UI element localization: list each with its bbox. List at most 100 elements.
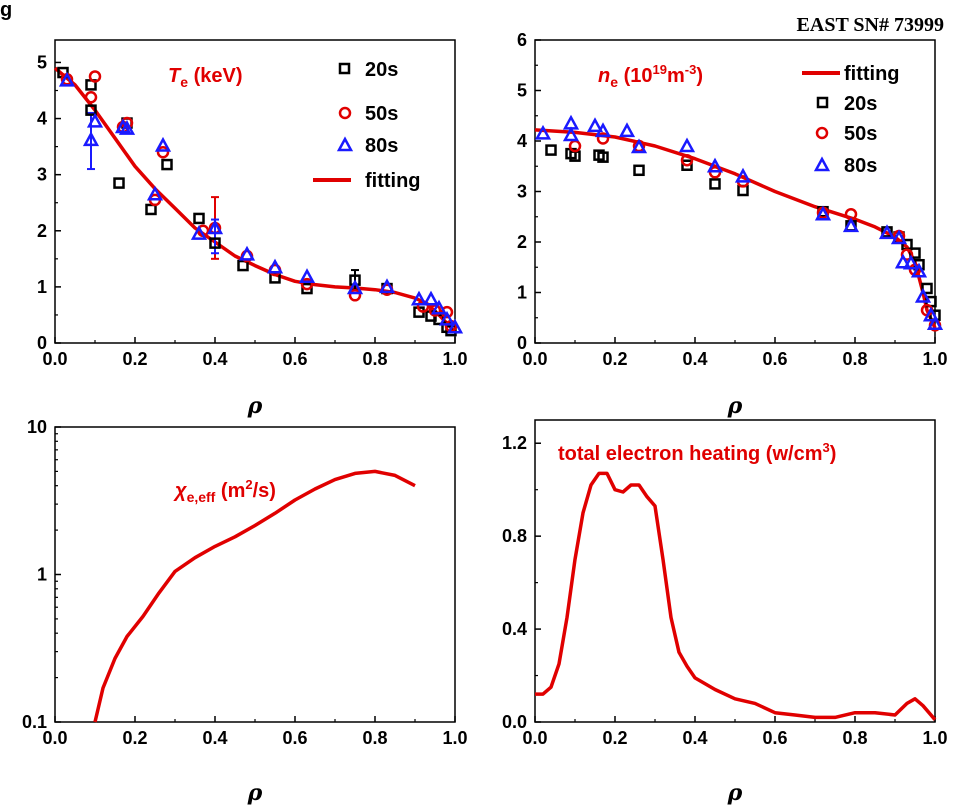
te-point-80s (82, 131, 100, 147)
ne-point-80s (618, 122, 636, 138)
ne-xtick-label: 0.6 (762, 349, 787, 369)
chi-xtick-label: 1.0 (442, 728, 467, 748)
heat-xaxis-label: ρ (727, 780, 743, 806)
chi-xtick-label: 0.0 (42, 728, 67, 748)
figure-corner-label: g (0, 0, 12, 21)
ne-xtick-label: 0.0 (522, 349, 547, 369)
te-xtick-label: 0.8 (362, 349, 387, 369)
ne-point-80s (630, 138, 648, 154)
chi-ytick-label: 1 (37, 565, 47, 585)
shot-number-header: EAST SN# 73999 (797, 14, 944, 36)
te-point-20s (349, 274, 361, 286)
chi-ytick-label: 0.1 (22, 712, 47, 732)
ne-title-symbol: n (598, 65, 610, 87)
te-xaxis-label: ρ (247, 393, 263, 419)
ne-xtick-label: 1.0 (922, 349, 947, 369)
chi-title-close: /s) (253, 480, 276, 502)
heat-title-sup: 3 (822, 440, 829, 455)
te-ytick-label: 3 (37, 165, 47, 185)
te-point-80s (58, 71, 76, 87)
ne-point-80s (910, 262, 928, 278)
heat-ytick-label: 1.2 (502, 433, 527, 453)
ne-point-80s (594, 122, 612, 138)
te-legend-label-fitting: fitting (365, 170, 421, 192)
ne-point-80s (534, 124, 552, 140)
ne-title-sub: e (610, 74, 618, 90)
ne-point-80s (562, 126, 580, 142)
te-point-80s (118, 120, 136, 135)
heat-title: total electron heating (w/cm3) (558, 440, 836, 465)
panel-te: 0.0 0.2 0.4 0.6 0.8 1.0 0 1 2 3 4 5 Te (keV) 20s 50… (37, 39, 468, 419)
ne-xtick-label: 0.4 (682, 349, 707, 369)
chi-xaxis-label: ρ (247, 780, 263, 806)
te-legend-label-50s: 50s (365, 103, 398, 125)
heat-fit-line (535, 471, 937, 721)
ne-point-80s (926, 315, 944, 331)
ne-point-20s (633, 164, 645, 177)
ne-point-20s (545, 144, 557, 156)
ne-point-80s (842, 217, 860, 233)
te-legend-marker-20s (338, 62, 351, 75)
chi-title-sup: 2 (245, 477, 252, 492)
ne-point-50s (900, 248, 914, 261)
ne-ytick-label: 4 (517, 131, 527, 151)
ne-point-80s (562, 114, 580, 130)
te-point-80s (422, 290, 440, 306)
heat-title-text: total electron heating (w/cm (558, 443, 822, 465)
heat-xtick-label: 0.2 (602, 728, 627, 748)
ne-point-80s (894, 253, 912, 269)
te-ytick-label: 0 (37, 333, 47, 353)
chi-title-sub: e,eff (187, 489, 216, 505)
ne-point-20s (909, 247, 921, 259)
te-point-80s (346, 279, 364, 295)
te-point-50s (84, 90, 98, 104)
heat-xtick-label: 0.0 (522, 728, 547, 748)
ne-ytick-label: 6 (517, 30, 527, 50)
te-legend-marker-80s (336, 136, 354, 152)
te-point-20s (237, 259, 249, 272)
ne-xaxis-label: ρ (727, 393, 743, 419)
te-title-sub: e (180, 74, 188, 90)
te-point-20s (209, 237, 221, 249)
te-point-80s (446, 318, 464, 334)
heat-title-close: ) (830, 443, 837, 465)
ne-point-20s (681, 159, 693, 171)
ne-title-close: ) (696, 65, 703, 87)
ne-xtick-label: 0.8 (842, 349, 867, 369)
ne-title-unit2: m (667, 65, 685, 87)
te-point-50s (300, 277, 314, 291)
ne-axes-frame (534, 39, 936, 344)
ne-legend: fitting 20s 50s 80s (802, 63, 900, 177)
ne-legend-label-50s: 50s (844, 123, 877, 145)
ne-ytick-label: 0 (517, 333, 527, 353)
heat-xtick-label: 0.6 (762, 728, 787, 748)
te-point-80s (430, 299, 448, 315)
ne-point-20s (921, 282, 933, 295)
ne-point-80s (922, 306, 940, 322)
te-ytick-label: 5 (37, 52, 47, 72)
ne-point-80s (734, 167, 752, 183)
ne-point-80s (902, 254, 920, 270)
ne-ytick-label: 3 (517, 182, 527, 202)
te-point-80s (190, 224, 208, 240)
te-point-50s (156, 145, 170, 159)
ne-point-20s (709, 178, 721, 190)
te-title: Te (keV) (168, 65, 242, 90)
te-xtick-label: 1.0 (442, 349, 467, 369)
te-point-20s (161, 158, 173, 171)
ne-point-80s (586, 117, 604, 133)
chi-title-unit: (m (215, 480, 245, 502)
ne-legend-label-fitting: fitting (844, 63, 900, 85)
te-plot-area: 0.0 0.2 0.4 0.6 0.8 1.0 0 1 2 3 4 5 (37, 39, 468, 369)
ne-legend-marker-20s (816, 96, 829, 109)
heat-xtick-label: 1.0 (922, 728, 947, 748)
te-ytick-label: 1 (37, 277, 47, 297)
te-legend-label-20s: 20s (365, 59, 398, 81)
chi-axes-frame (54, 426, 456, 723)
ne-title-sup: 19 (652, 62, 666, 77)
ne-point-80s (814, 205, 832, 221)
ne-point-50s (596, 132, 610, 145)
te-xtick-label: 0.0 (42, 349, 67, 369)
heat-xtick-label: 0.4 (682, 728, 707, 748)
